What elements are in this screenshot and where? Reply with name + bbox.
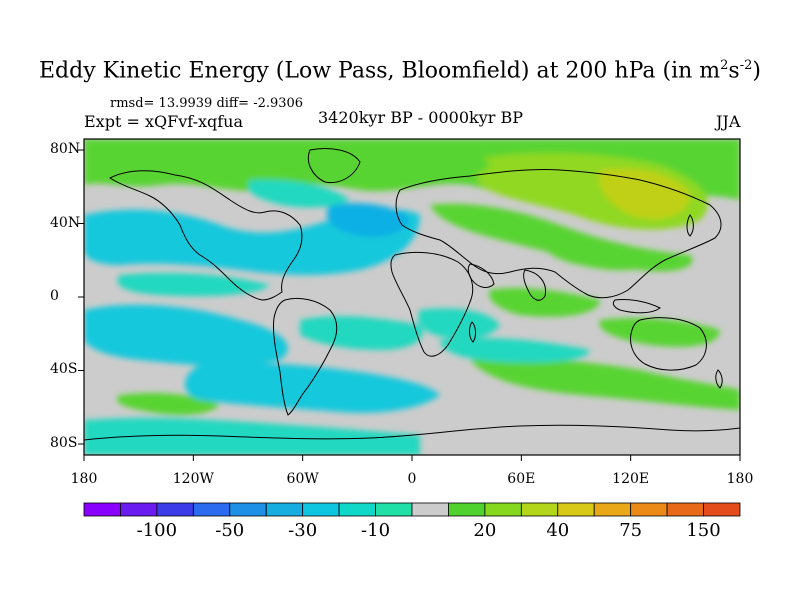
colorbar-swatch [557, 502, 595, 517]
colorbar-swatch [120, 502, 158, 517]
y-tick-label: 80N [50, 141, 81, 158]
colorbar-swatch [593, 502, 632, 517]
mongolia-positive [544, 238, 660, 271]
north-america-coast [109, 170, 303, 301]
colorbar-swatch [630, 502, 668, 517]
colorbar-swatch [338, 502, 376, 517]
eurasia-coast [395, 168, 722, 299]
x-tick-label: 120E [612, 471, 650, 487]
y-tick-label: 40N [50, 214, 81, 231]
y-tick-label: 80S [50, 434, 78, 451]
arabia-coast [467, 263, 495, 288]
colorbar-swatch [703, 502, 741, 517]
colorbar-swatch [484, 502, 522, 517]
south-america-coast [273, 297, 338, 416]
season-label: JJA [716, 112, 741, 131]
southern-ocean-negative [185, 362, 440, 413]
colorbar-label: 75 [619, 520, 643, 541]
colorbar-label: 40 [546, 520, 570, 541]
y-tick-label: 0 [50, 288, 59, 304]
new-zealand-coast [715, 369, 723, 389]
axis-ticks [78, 149, 741, 461]
colorbar-swatch [156, 502, 194, 517]
x-tick-label: 120W [172, 471, 214, 487]
south-pacific-negative [84, 304, 288, 366]
southern-pacific-positive [116, 393, 220, 416]
africa-coast [390, 251, 474, 357]
y-tick-label: 40S [50, 361, 78, 378]
x-tick-label: 180 [70, 471, 98, 487]
coastlines [84, 148, 740, 441]
north-atlantic-positive [300, 149, 343, 179]
colorbar-swatch [448, 502, 486, 517]
madagascar-coast [469, 321, 476, 343]
australia-coast [630, 317, 707, 371]
colorbar-swatch [411, 502, 449, 517]
colorbar-swatch [192, 502, 231, 517]
experiment-label: Expt = xQFvf-xqfua [84, 112, 244, 131]
southern-indian-positive [470, 358, 740, 410]
colorbar-swatch [83, 502, 121, 517]
stats-text: rmsd= 13.9939 diff= -2.9306 [110, 96, 304, 111]
period-label: 3420kyr BP - 0000kyr BP [318, 108, 523, 127]
anomaly-field [84, 139, 740, 455]
colorbar-swatch [265, 502, 304, 517]
india-coast [523, 269, 547, 301]
north-atlantic-negative [326, 203, 410, 237]
japan-coast [686, 214, 694, 237]
colorbar-swatch [229, 502, 267, 517]
colorbar-label: -10 [361, 520, 391, 541]
colorbar-label: 150 [686, 520, 721, 541]
colorbar-label: 20 [473, 520, 497, 541]
antarctica-coast [84, 424, 740, 441]
greenland-coast [307, 148, 361, 184]
colorbar-label: -50 [215, 520, 245, 541]
south-atlantic-negative [300, 316, 423, 350]
southern-indian-negative [440, 338, 590, 363]
x-tick-label: 0 [407, 471, 417, 487]
colorbar-label: -30 [288, 520, 318, 541]
colorbar-label: -100 [136, 520, 178, 541]
antarctic-negative [84, 417, 420, 455]
indian-negative [418, 308, 500, 339]
indonesia-coast [612, 299, 661, 314]
colorbar-swatch [375, 502, 413, 517]
tropical-pacific-negative [117, 273, 270, 297]
colorbar-swatch [666, 502, 704, 517]
x-tick-label: 60W [286, 471, 319, 487]
colorbar [83, 502, 741, 517]
africa-east-positive [489, 288, 600, 317]
greenland-positive [417, 148, 490, 177]
x-tick-label: 180 [726, 471, 754, 487]
x-tick-label: 60E [507, 471, 536, 487]
east-asia-positive [599, 168, 690, 219]
pacific-south-positive [599, 318, 720, 347]
colorbar-swatch [520, 502, 559, 517]
map-title: Eddy Kinetic Energy (Low Pass, Bloomfiel… [39, 58, 761, 84]
canada-negative [248, 179, 350, 208]
colorbar-swatch [302, 502, 340, 517]
